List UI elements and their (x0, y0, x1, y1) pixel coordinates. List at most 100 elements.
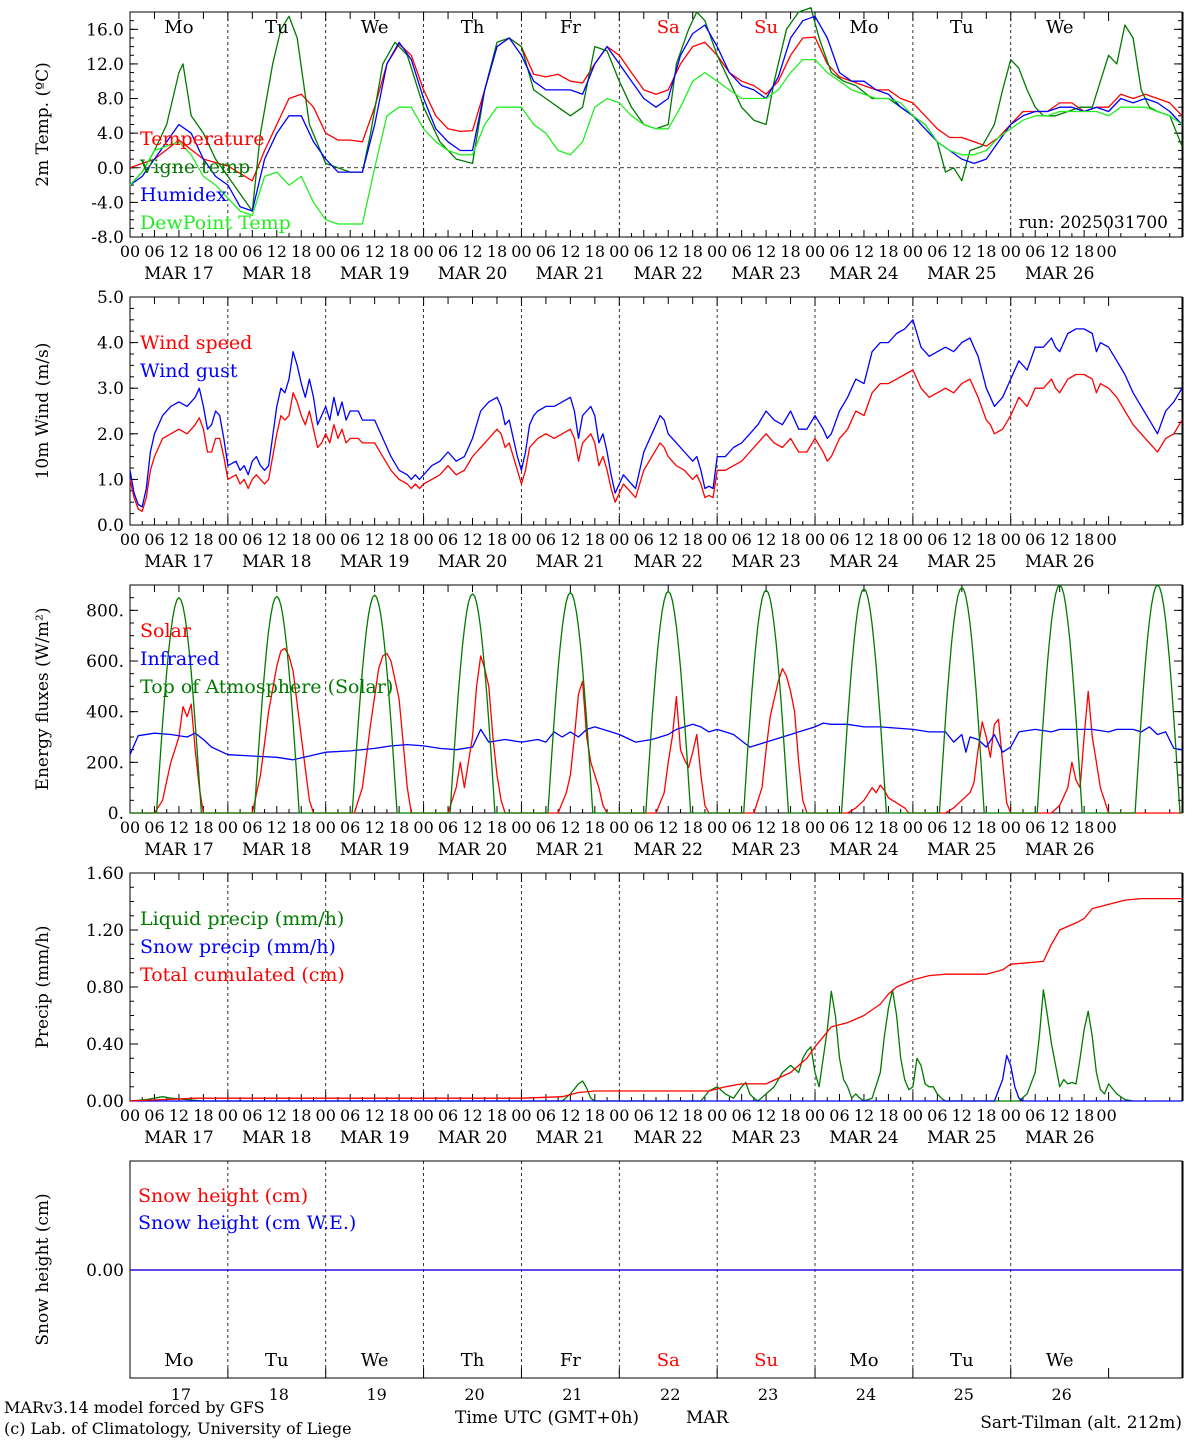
hour-tick-label: 06 (927, 242, 947, 261)
hour-tick-label: 06 (438, 1106, 458, 1125)
series-line-liquid-precip-mm-h- (129, 989, 1134, 1102)
date-label: MAR 17 (144, 552, 214, 572)
hour-tick-label: 12 (267, 818, 287, 837)
panel-snow (129, 1160, 1184, 1379)
hour-tick-label: 12 (169, 530, 189, 549)
legend-entry: Snow precip (mm/h) (140, 936, 336, 958)
hour-tick-label: 18 (1074, 1106, 1094, 1125)
day-name-label: Tu (950, 1350, 974, 1371)
hour-tick-label: 00 (805, 1106, 825, 1125)
day-name-label: We (361, 17, 389, 38)
hour-tick-label: 18 (389, 530, 409, 549)
hour-tick-label: 00 (609, 530, 629, 549)
y-tick-label: 4.0 (97, 124, 124, 144)
y-tick-label: 0.80 (86, 978, 124, 998)
date-label: MAR 26 (1025, 1128, 1095, 1148)
hour-tick-label: 18 (193, 818, 213, 837)
hour-tick-label: 18 (585, 818, 605, 837)
hour-tick-label: 18 (585, 1106, 605, 1125)
hour-tick-label: 12 (462, 1106, 482, 1125)
hour-tick-label: 06 (242, 530, 262, 549)
hour-tick-label: 06 (1025, 242, 1045, 261)
hour-tick-label: 12 (658, 530, 678, 549)
date-label: MAR 18 (242, 1128, 312, 1148)
hour-tick-label: 00 (805, 242, 825, 261)
date-label: MAR 25 (927, 840, 997, 860)
hour-tick-label: 12 (854, 530, 874, 549)
date-label: MAR 20 (438, 1128, 508, 1148)
hour-tick-label: 00 (707, 530, 727, 549)
y-tick-label: 8.0 (97, 90, 124, 110)
series-line-dewpoint-temp (129, 58, 1183, 225)
day-name-label: We (1046, 17, 1074, 38)
hour-tick-label: 00 (316, 242, 336, 261)
hour-tick-label: 18 (976, 818, 996, 837)
hour-tick-label: 00 (120, 818, 140, 837)
series-line-solar (130, 647, 1182, 814)
date-label: MAR 19 (340, 552, 410, 572)
date-label: MAR 17 (144, 840, 214, 860)
hour-tick-label: 00 (413, 818, 433, 837)
hour-tick-label: 06 (634, 242, 654, 261)
hour-tick-label: 12 (462, 818, 482, 837)
series-line-top-of-atmosphere-solar- (130, 584, 1182, 814)
hour-tick-label: 00 (218, 530, 238, 549)
hour-tick-label: 06 (1025, 1106, 1045, 1125)
y-tick-label: 2.0 (97, 425, 124, 445)
hour-tick-label: 12 (1049, 530, 1069, 549)
day-number-label: 19 (366, 1385, 386, 1404)
date-label: MAR 22 (633, 264, 703, 284)
hour-tick-label: 00 (218, 242, 238, 261)
date-label: MAR 23 (731, 264, 801, 284)
y-tick-label: 600. (86, 652, 124, 672)
panel-frame (129, 11, 1183, 238)
hour-tick-label: 12 (560, 530, 580, 549)
hour-tick-label: 06 (829, 530, 849, 549)
hour-tick-label: 12 (267, 1106, 287, 1125)
hour-tick-label: 00 (511, 530, 531, 549)
legend-entry: Top of Atmosphere (Solar) (140, 676, 393, 698)
day-number-label: 21 (562, 1385, 582, 1404)
hour-tick-label: 12 (462, 530, 482, 549)
day-name-label: Sa (657, 17, 680, 38)
legend-entry: Total cumulated (cm) (140, 964, 345, 986)
date-label: MAR 26 (1025, 840, 1095, 860)
hour-tick-label: 06 (144, 1106, 164, 1125)
hour-tick-label: 06 (634, 818, 654, 837)
series-line-infrared (129, 722, 1183, 761)
hour-tick-label: 06 (927, 818, 947, 837)
date-label: MAR 23 (731, 552, 801, 572)
day-name-label: We (361, 1350, 389, 1371)
hour-tick-label: 06 (144, 242, 164, 261)
y-tick-label: 1.0 (97, 470, 124, 490)
hour-tick-label: 12 (756, 818, 776, 837)
panel-temp (129, 7, 1184, 238)
day-name-label: Th (461, 1350, 485, 1371)
date-label: MAR 19 (340, 1128, 410, 1148)
hour-tick-label: 00 (609, 242, 629, 261)
date-label: MAR 19 (340, 840, 410, 860)
day-name-label: Tu (950, 17, 974, 38)
hour-tick-label: 18 (291, 242, 311, 261)
hour-tick-label: 06 (340, 1106, 360, 1125)
hour-tick-label: 00 (1096, 818, 1116, 837)
y-tick-label: 0.0 (97, 516, 124, 536)
series-line-temperature (129, 36, 1183, 182)
hour-tick-label: 18 (389, 1106, 409, 1125)
y-tick-label: 0.00 (86, 1092, 124, 1112)
hour-tick-label: 18 (780, 530, 800, 549)
hour-tick-label: 12 (560, 1106, 580, 1125)
date-label: MAR 22 (633, 552, 703, 572)
hour-tick-label: 06 (536, 818, 556, 837)
hour-tick-label: 00 (1096, 1106, 1116, 1125)
y-tick-label: 0.0 (97, 159, 124, 179)
date-label: MAR 24 (829, 1128, 899, 1148)
hour-tick-label: 12 (952, 818, 972, 837)
day-name-label: Mo (849, 1350, 878, 1371)
panel-frame (129, 584, 1183, 814)
hour-tick-label: 00 (218, 1106, 238, 1125)
y-tick-label: 800. (86, 601, 124, 621)
date-label: MAR 22 (633, 1128, 703, 1148)
hour-tick-label: 00 (805, 530, 825, 549)
